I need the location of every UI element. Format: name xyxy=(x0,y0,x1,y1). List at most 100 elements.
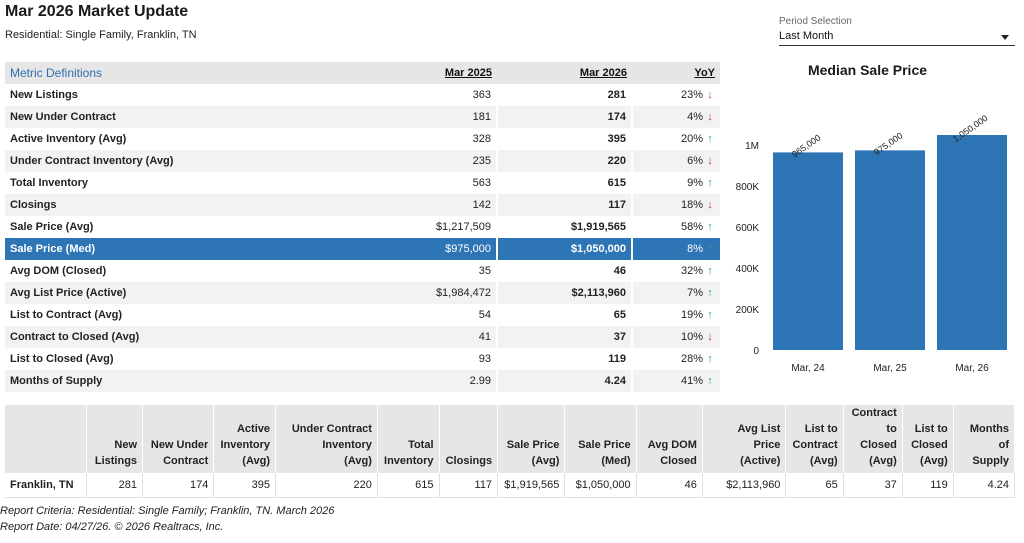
metric-yoy: 7% ↑ xyxy=(632,282,720,304)
summary-column-header: Avg DOM Closed xyxy=(636,405,703,473)
metric-prev-value: 328 xyxy=(310,128,498,150)
summary-column-header: Avg List Price (Active) xyxy=(702,405,787,473)
metric-name: New Under Contract xyxy=(5,106,310,128)
arrow-up-icon: ↑ xyxy=(707,375,713,387)
metric-name: Avg List Price (Active) xyxy=(5,282,310,304)
metric-name: Total Inventory xyxy=(10,177,89,189)
metric-name: Sale Price (Med) xyxy=(5,238,310,260)
arrow-up-icon: ↑ xyxy=(707,221,713,233)
metric-name: Months of Supply xyxy=(5,370,310,392)
arrow-up-icon: ↑ xyxy=(707,353,713,365)
y-tick-label: 200K xyxy=(736,305,760,316)
report-criteria: Report Criteria: Residential: Single Fam… xyxy=(0,505,335,517)
summary-column-header: Under Contract Inventory (Avg) xyxy=(275,405,378,473)
x-tick-label: Mar, 25 xyxy=(873,363,907,374)
summary-cell: 174 xyxy=(142,473,215,498)
metric-yoy: 28% ↑ xyxy=(632,348,720,370)
summary-column-header: Closings xyxy=(439,405,499,473)
y-tick-label: 0 xyxy=(753,346,759,357)
header-line: (Active) xyxy=(740,455,781,467)
header-line: Listings xyxy=(94,455,138,467)
metric-prev-value: $975,000 xyxy=(310,238,498,260)
table-row: List to Closed (Avg) 93 119 28% ↑ xyxy=(5,348,720,370)
yoy-percent: 19% xyxy=(680,309,703,321)
table-row: List to Contract (Avg) 54 65 19% ↑ xyxy=(5,304,720,326)
metric-prev-value: 35 xyxy=(310,260,498,282)
header-line: (Avg) xyxy=(242,455,270,467)
table-row: Total Inventory 563 615 9% ↑ xyxy=(5,172,720,194)
metric-curr-value: 395 xyxy=(497,128,633,150)
metric-yoy: 41% ↑ xyxy=(632,370,720,392)
header-line: Sale Price xyxy=(506,439,560,451)
yoy-percent: 20% xyxy=(680,133,703,145)
metric-yoy: 8% ↑ xyxy=(632,238,720,260)
arrow-up-icon: ↑ xyxy=(707,243,713,255)
page-title: Mar 2026 Market Update xyxy=(5,3,189,20)
metric-curr-value: $1,050,000 xyxy=(497,238,633,260)
metric-prev-value: 363 xyxy=(310,84,498,106)
header-line: Inventory xyxy=(384,455,434,467)
arrow-down-icon: ↓ xyxy=(707,111,713,123)
summary-cell: 281 xyxy=(86,473,144,498)
table-row: Sale Price (Avg) $1,217,509 $1,919,565 58% ↑ xyxy=(5,216,720,238)
area-name: Franklin, TN xyxy=(5,473,87,498)
period-selection: Period Selection Last Month xyxy=(779,16,1015,46)
metric-name: Active Inventory (Avg) xyxy=(10,133,127,145)
header-line: Avg DOM xyxy=(647,439,697,451)
arrow-down-icon: ↓ xyxy=(707,199,713,211)
column-header-yoy[interactable]: YoY xyxy=(632,62,720,84)
metric-prev-value: $1,984,472 xyxy=(310,282,498,304)
metric-name: New Listings xyxy=(10,89,78,101)
summary-column-header: Months of Supply xyxy=(953,405,1016,473)
header-line: (Avg) xyxy=(810,455,838,467)
metric-yoy: 6% ↓ xyxy=(632,150,720,172)
header-line: New Under xyxy=(150,439,209,451)
metric-name: List to Closed (Avg) xyxy=(10,353,114,365)
metric-prev-value: 181 xyxy=(310,106,498,128)
header-line: List to xyxy=(914,423,948,435)
header-line: to Closed xyxy=(860,423,897,451)
header-line: Sale Price xyxy=(578,439,631,451)
summary-column-header: Contract to Closed (Avg) xyxy=(843,405,903,473)
metric-name: Sale Price (Avg) xyxy=(10,221,94,233)
arrow-up-icon: ↑ xyxy=(707,287,713,299)
metric-curr-value: 117 xyxy=(497,194,633,216)
header-line: Total xyxy=(408,439,434,451)
header-line: Contract xyxy=(851,407,897,419)
summary-cell: $1,919,565 xyxy=(497,473,566,498)
chevron-down-icon[interactable] xyxy=(1001,35,1009,40)
metric-curr-value: 615 xyxy=(497,172,633,194)
summary-header-row: New Listings New Under Contract Active Invent… xyxy=(5,405,1016,473)
summary-column-header: New Listings xyxy=(86,405,144,473)
y-tick-label: 400K xyxy=(736,264,760,275)
metrics-table: Metric Definitions Mar 2025 Mar 2026 YoY… xyxy=(5,62,720,392)
metric-prev-value: $1,217,509 xyxy=(310,216,498,238)
yoy-percent: 6% xyxy=(687,155,703,167)
metric-yoy: 9% ↑ xyxy=(632,172,720,194)
header-line: Active xyxy=(236,423,270,435)
arrow-up-icon: ↑ xyxy=(707,265,713,277)
metric-definitions-link[interactable]: Metric Definitions xyxy=(5,62,310,84)
metric-prev-value: 142 xyxy=(310,194,498,216)
table-row: New Listings 363 281 23% ↓ xyxy=(5,84,720,106)
period-dropdown[interactable]: Last Month xyxy=(779,30,1015,46)
summary-cell: $1,050,000 xyxy=(564,473,637,498)
metric-yoy: 32% ↑ xyxy=(632,260,720,282)
summary-cell: 65 xyxy=(785,473,844,498)
header-line: New xyxy=(114,439,138,451)
summary-cell: 117 xyxy=(439,473,499,498)
column-header-prev[interactable]: Mar 2025 xyxy=(310,62,497,84)
metric-prev-value: 54 xyxy=(310,304,498,326)
metric-curr-value: 174 xyxy=(497,106,633,128)
yoy-percent: 7% xyxy=(687,287,703,299)
header-line: (Med) xyxy=(601,455,631,467)
metric-curr-value: 4.24 xyxy=(497,370,633,392)
period-value: Last Month xyxy=(779,30,834,42)
column-header-curr[interactable]: Mar 2026 xyxy=(497,62,632,84)
metric-curr-value: $1,919,565 xyxy=(497,216,633,238)
header-line: Closed xyxy=(660,455,697,467)
metric-prev-value: 2.99 xyxy=(310,370,498,392)
report-date: Report Date: 04/27/26. © 2026 Realtracs,… xyxy=(0,521,224,533)
summary-cell: $2,113,960 xyxy=(702,473,787,498)
